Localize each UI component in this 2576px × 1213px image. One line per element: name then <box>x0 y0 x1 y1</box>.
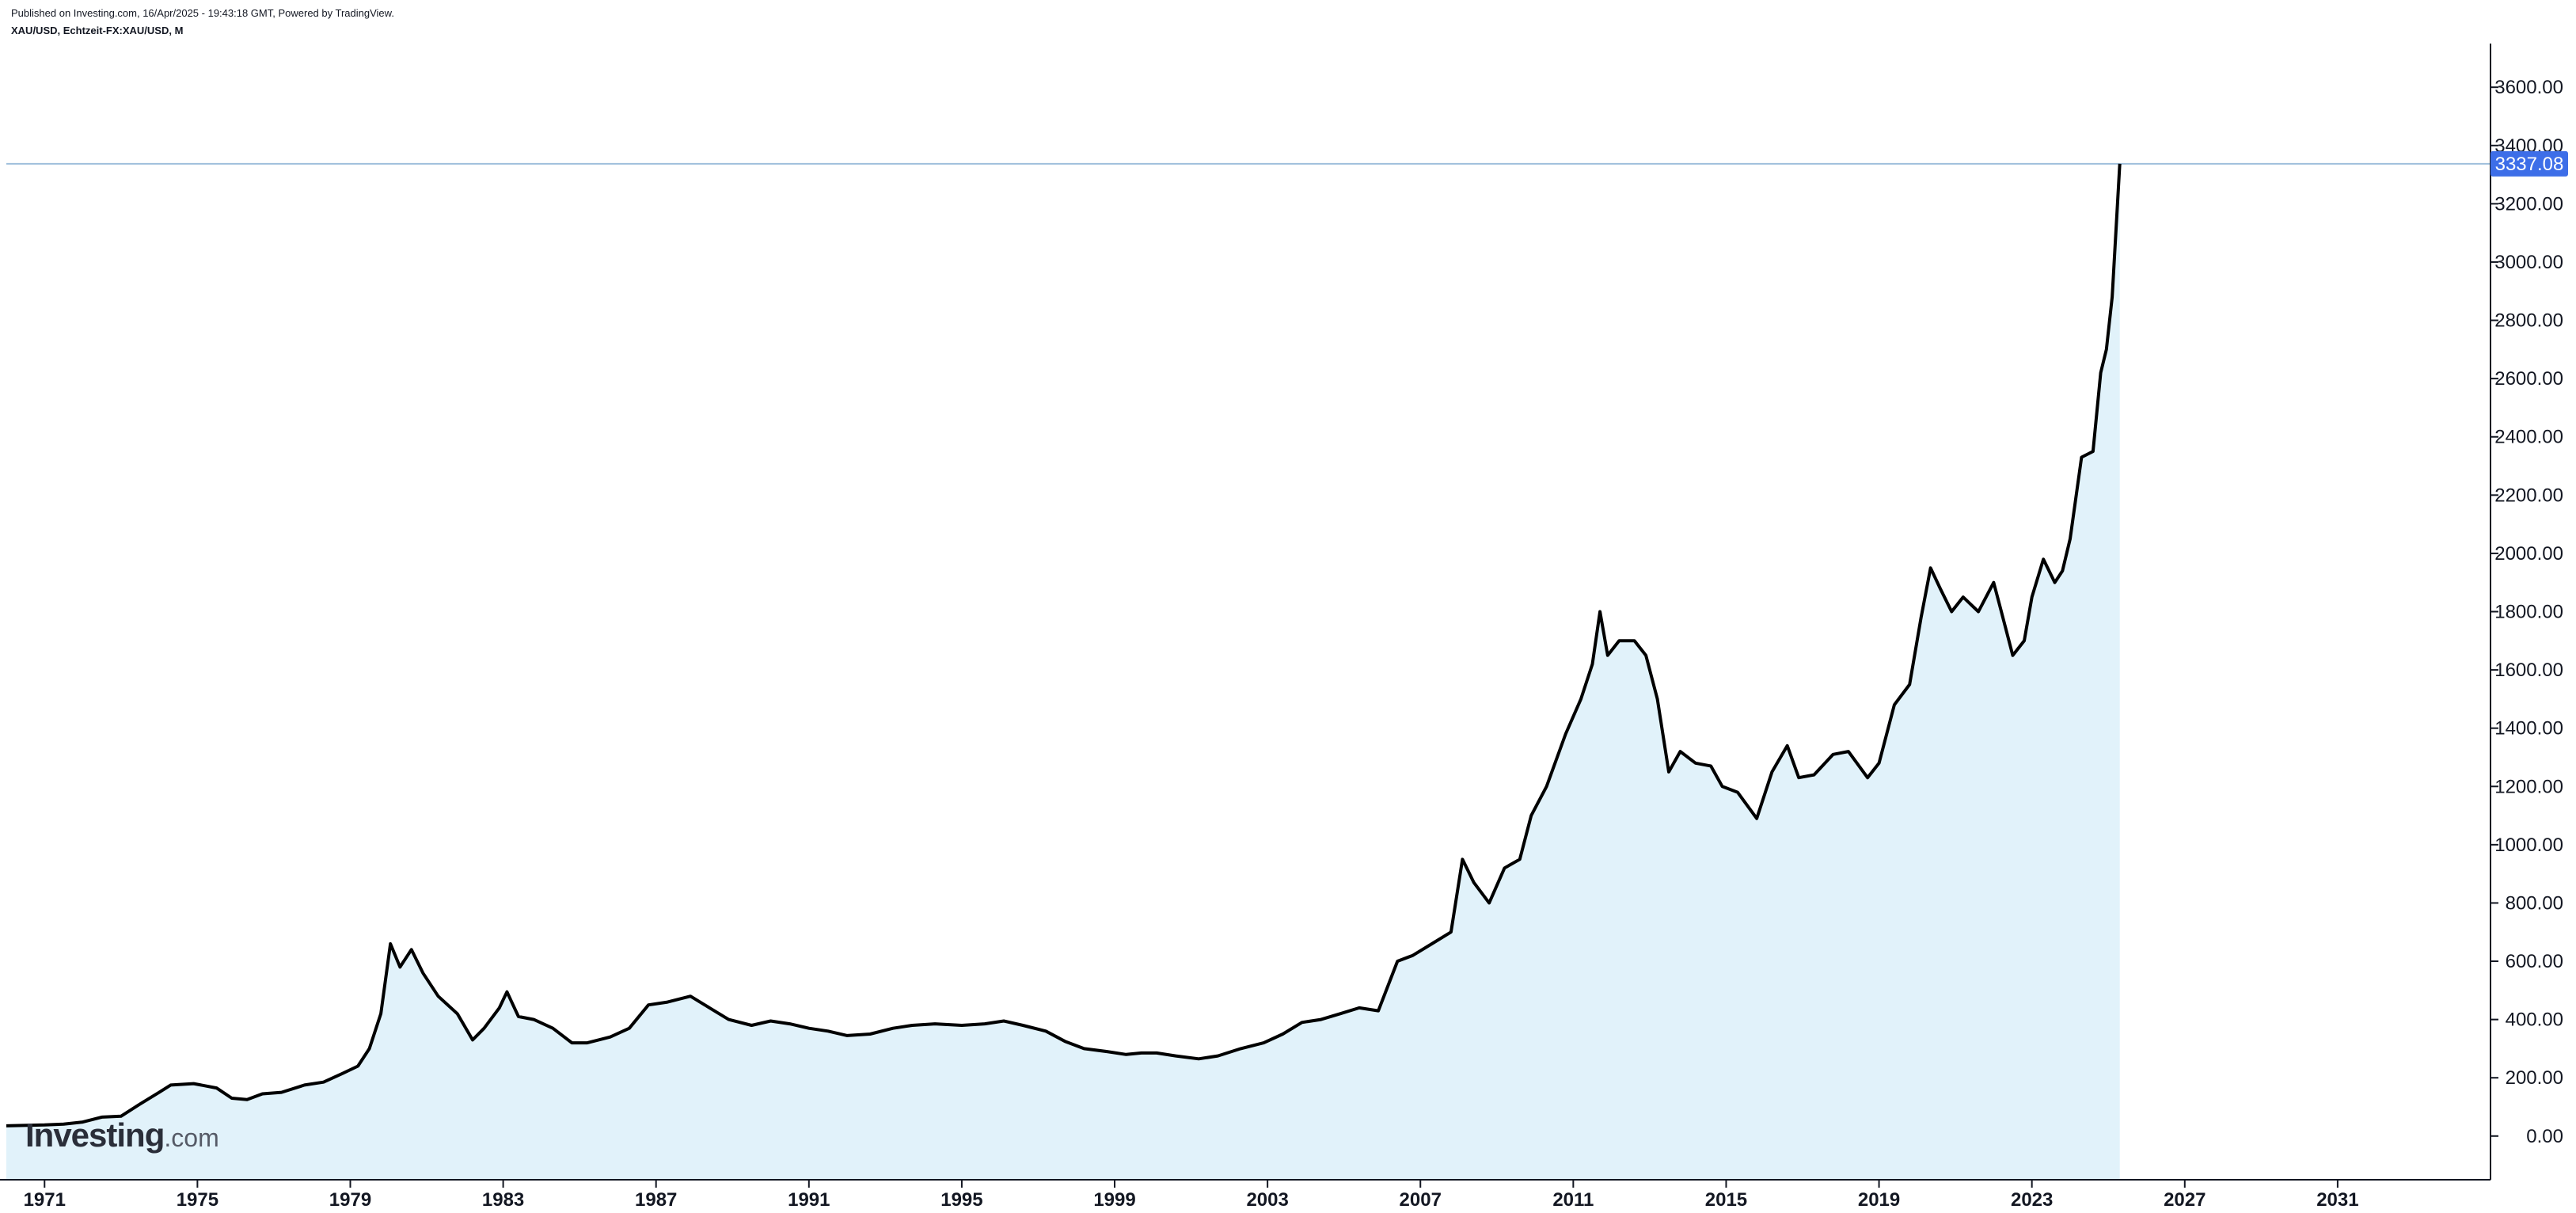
x-tick-label: 1995 <box>940 1189 982 1211</box>
logo-tld: .com <box>164 1124 219 1152</box>
x-tick-label: 1979 <box>329 1189 371 1211</box>
y-tick-label: 1200.00 <box>2494 776 2563 797</box>
logo-brand: Investing <box>25 1116 165 1154</box>
x-axis-ticks: 1971 1975 1979 1983 1987 1991 1995 1999 2003 2007… <box>24 1180 2359 1211</box>
x-tick-label: 1975 <box>177 1189 218 1211</box>
published-info: Published on Investing.com, 16/Apr/2025 … <box>11 7 394 19</box>
y-tick-label: 2400.00 <box>2494 427 2563 448</box>
y-tick-label: 2200.00 <box>2494 485 2563 506</box>
x-tick-label: 2023 <box>2011 1189 2053 1211</box>
y-tick-label: 2800.00 <box>2494 310 2563 332</box>
chart-header: Published on Investing.com, 16/Apr/2025 … <box>11 6 394 38</box>
x-tick-label: 2031 <box>2316 1189 2358 1211</box>
price-line <box>6 163 2122 1127</box>
price-badge-bg <box>2491 150 2568 177</box>
y-tick-label: 3600.00 <box>2494 77 2563 98</box>
x-tick-label: 1971 <box>24 1189 66 1211</box>
y-tick-label: 200.00 <box>2506 1067 2563 1089</box>
x-tick-label: 1987 <box>635 1189 677 1211</box>
x-tick-label: 2027 <box>2164 1189 2206 1211</box>
y-tick-label: 2000.00 <box>2494 543 2563 565</box>
y-tick-label: 3000.00 <box>2494 252 2563 273</box>
investing-logo: Investing .com <box>25 1116 219 1154</box>
x-tick-label: 2007 <box>1400 1189 1442 1211</box>
x-tick-label: 2003 <box>1246 1189 1288 1211</box>
y-tick-label: 1000.00 <box>2494 835 2563 856</box>
y-tick-label: 1400.00 <box>2494 718 2563 740</box>
y-tick-label: 800.00 <box>2506 892 2563 914</box>
x-tick-label: 1999 <box>1093 1189 1135 1211</box>
y-tick-label: 1600.00 <box>2494 660 2563 681</box>
y-axis-ticks: 0.00 200.00 400.00 600.00 800.00 1000.00 1200.… <box>2491 77 2563 1147</box>
y-tick-label: 1800.00 <box>2494 602 2563 623</box>
last-price-badge: 3337.08 <box>2491 150 2568 177</box>
y-tick-label: 400.00 <box>2506 1010 2563 1031</box>
x-tick-label: 2019 <box>1858 1189 1900 1211</box>
symbol-label: XAU/USD, Echtzeit-FX:XAU/USD, M <box>11 25 184 36</box>
y-tick-label: 2600.00 <box>2494 368 2563 390</box>
price-area <box>6 163 2120 1180</box>
y-tick-label: 3200.00 <box>2494 193 2563 215</box>
x-tick-label: 2011 <box>1552 1189 1594 1211</box>
x-tick-label: 2015 <box>1705 1189 1747 1211</box>
price-badge-label: 3337.08 <box>2495 154 2564 175</box>
y-tick-label: 600.00 <box>2506 951 2563 972</box>
x-tick-label: 1983 <box>482 1189 524 1211</box>
y-tick-label: 0.00 <box>2526 1126 2563 1147</box>
x-tick-label: 1991 <box>788 1189 830 1211</box>
